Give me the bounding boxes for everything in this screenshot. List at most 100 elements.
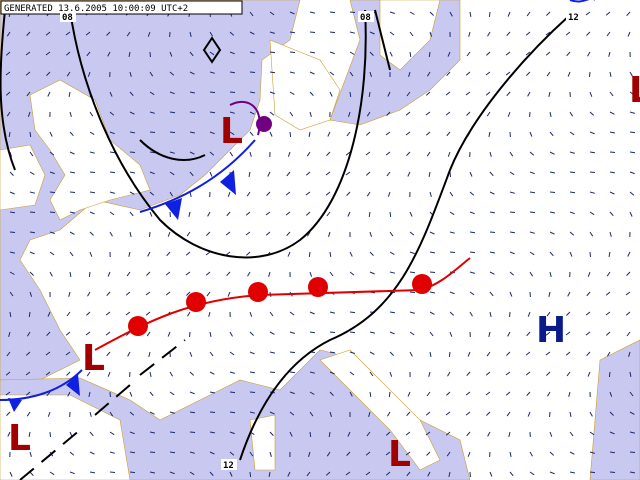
- wind-barb: [329, 411, 332, 417]
- low-center: L: [8, 418, 31, 459]
- wind-barb: [589, 231, 594, 237]
- wind-barb: [309, 11, 316, 14]
- wind-barb: [626, 271, 631, 276]
- wind-barb: [449, 171, 451, 178]
- wind-barb: [186, 231, 191, 237]
- wind-barb: [189, 471, 195, 476]
- wind-barb: [589, 451, 595, 454]
- wind-barb: [45, 371, 51, 376]
- wind-barb: [209, 431, 215, 434]
- wind-barb: [488, 331, 491, 338]
- wind-barb: [65, 51, 71, 56]
- wind-barb: [109, 171, 116, 174]
- wind-barb: [529, 151, 535, 156]
- wind-barb: [229, 151, 234, 157]
- wind-barb: [29, 191, 36, 194]
- wind-barb: [629, 371, 632, 377]
- wind-barb: [189, 351, 193, 357]
- wind-barb: [289, 71, 296, 74]
- wind-barb: [489, 291, 494, 297]
- wind-barb: [9, 251, 16, 254]
- wind-barb: [385, 451, 391, 456]
- wind-barb: [249, 311, 253, 317]
- wind-barb: [525, 351, 531, 356]
- wind-barb: [608, 51, 611, 57]
- wind-barb: [469, 251, 476, 254]
- wind-barb: [468, 31, 471, 37]
- wind-barb: [625, 291, 631, 296]
- wind-barb: [289, 51, 296, 53]
- wind-barb: [349, 251, 353, 257]
- wind-barb: [526, 391, 531, 397]
- wind-barb: [606, 31, 611, 37]
- wind-barb: [289, 111, 294, 117]
- wind-barb: [49, 431, 51, 438]
- header-box: [0, 0, 243, 15]
- wind-barb: [428, 171, 431, 177]
- isobar-label: 12: [223, 461, 234, 471]
- wind-barb: [629, 451, 636, 453]
- wind-barb: [425, 411, 431, 416]
- wind-barb: [566, 371, 571, 377]
- wind-barb: [449, 231, 455, 234]
- wind-barb: [89, 131, 95, 136]
- wind-barb: [349, 91, 352, 97]
- wind-barb: [629, 171, 635, 175]
- wind-barb: [89, 431, 94, 437]
- wind-barb: [529, 191, 535, 194]
- low-center: L: [220, 111, 243, 152]
- wind-barb: [189, 371, 195, 376]
- wind-barb: [169, 111, 176, 114]
- wind-barb: [86, 51, 91, 57]
- wind-barb: [525, 31, 531, 36]
- wind-barb: [626, 11, 631, 17]
- wind-barb: [589, 411, 593, 417]
- wind-barb: [29, 291, 33, 297]
- wind-barb: [406, 151, 411, 156]
- wind-barb: [548, 291, 551, 298]
- wind-barb: [308, 251, 311, 257]
- wind-barb: [409, 251, 415, 255]
- wind-barb: [527, 91, 531, 97]
- wind-barb: [608, 251, 611, 257]
- wind-barb: [587, 271, 591, 277]
- wind-barb: [445, 411, 451, 416]
- wind-barb: [169, 131, 176, 134]
- wind-barb: [509, 271, 515, 276]
- wind-barb: [5, 71, 11, 76]
- wind-barb: [88, 391, 91, 398]
- wind-barb: [289, 411, 295, 416]
- wind-barb: [229, 411, 236, 414]
- wind-barb: [488, 11, 491, 18]
- wind-barb: [145, 291, 151, 296]
- wind-barb: [149, 471, 155, 474]
- wind-barb: [347, 431, 351, 437]
- wind-barb: [145, 311, 151, 316]
- wind-barb: [428, 371, 431, 377]
- wind-barb: [269, 331, 275, 335]
- wind-barb: [265, 231, 271, 236]
- wind-barb: [269, 31, 275, 34]
- wind-barb: [509, 191, 515, 194]
- wind-barb: [487, 431, 491, 437]
- wind-barb: [149, 231, 151, 238]
- wind-barb: [267, 171, 271, 177]
- wind-barb: [345, 471, 351, 476]
- wind-barb: [589, 211, 595, 216]
- wind-barb: [369, 51, 374, 56]
- isobars: [0, 9, 571, 480]
- wind-barb: [149, 431, 155, 434]
- wind-barb: [369, 231, 372, 237]
- wind-barb: [189, 131, 195, 134]
- wind-barb: [507, 331, 511, 337]
- wind-barb: [105, 331, 111, 336]
- wind-barb: [89, 151, 95, 154]
- wind-barb: [289, 391, 295, 395]
- wind-barb: [609, 211, 614, 217]
- wind-barb: [349, 391, 353, 397]
- wind-barb: [249, 11, 254, 17]
- wind-barb: [149, 191, 155, 196]
- wind-barb: [247, 271, 251, 277]
- wind-barb: [126, 31, 131, 37]
